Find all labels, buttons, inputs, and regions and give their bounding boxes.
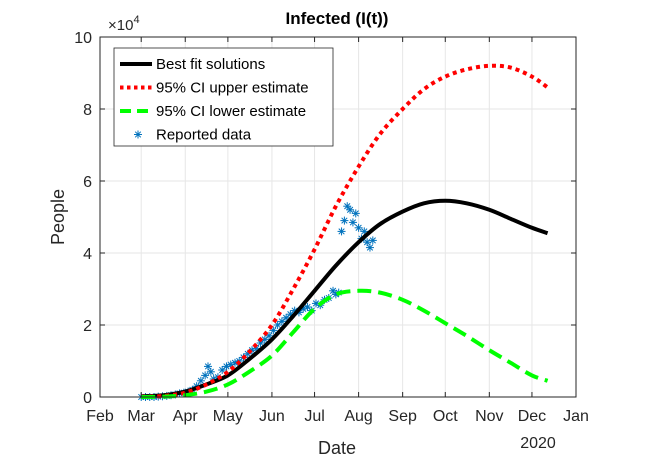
reported-data-series bbox=[137, 202, 377, 401]
y-tick-label: 10 bbox=[74, 30, 92, 47]
y-axis-label: People bbox=[48, 189, 68, 245]
y-tick-label: 8 bbox=[83, 102, 92, 119]
x-tick-label: Oct bbox=[433, 408, 458, 425]
x-tick-label: Dec bbox=[518, 408, 546, 425]
data-point bbox=[351, 209, 360, 218]
y-tick-label: 0 bbox=[83, 390, 92, 407]
x-tick-label: Mar bbox=[127, 408, 155, 425]
data-point bbox=[354, 223, 363, 232]
x-tick-label: Aug bbox=[344, 408, 372, 425]
legend-label: 95% CI upper estimate bbox=[156, 80, 309, 97]
ci-lower-line bbox=[141, 288, 549, 399]
data-point bbox=[343, 202, 352, 211]
data-point bbox=[340, 216, 349, 225]
axes-box bbox=[99, 36, 577, 398]
x-tick-label: May bbox=[213, 408, 243, 425]
legend-label: 95% CI lower estimate bbox=[156, 103, 306, 120]
x-tick-label: Sep bbox=[388, 408, 417, 425]
x-axis-label: Date bbox=[318, 438, 356, 458]
data-point bbox=[201, 371, 210, 380]
data-point bbox=[311, 299, 320, 308]
x-tick-label: Apr bbox=[173, 408, 199, 425]
x-tick-label: Jun bbox=[259, 408, 285, 425]
ticks: Feb Mar Apr May Jun Jul Aug Sep Oct Nov Dec Jan 0 2 4 6… bbox=[74, 30, 589, 425]
legend-marker-icon bbox=[134, 130, 142, 139]
data-point bbox=[346, 205, 355, 214]
x-tick-label: Jul bbox=[304, 408, 324, 425]
data-point bbox=[365, 243, 374, 252]
best-fit-line bbox=[141, 198, 549, 399]
data-point bbox=[337, 227, 346, 236]
legend: Best fit solutions 95% CI upper estimate 9… bbox=[113, 47, 334, 147]
data-point bbox=[196, 376, 205, 385]
legend-label: Best fit solutions bbox=[156, 56, 265, 73]
y-tick-label: 2 bbox=[83, 318, 92, 335]
x-tick-label: Nov bbox=[475, 408, 503, 425]
x-tick-label: Feb bbox=[86, 408, 114, 425]
data-point bbox=[218, 366, 227, 374]
ci-upper-line bbox=[141, 63, 549, 399]
chart-title: Infected (I(t)) bbox=[286, 9, 389, 28]
legend-label: Reported data bbox=[156, 127, 252, 144]
x-tick-label: Jan bbox=[563, 408, 589, 425]
x-year-label: 2020 bbox=[520, 435, 556, 452]
y-tick-label: 6 bbox=[83, 174, 92, 191]
data-point bbox=[348, 218, 357, 227]
data-point bbox=[206, 367, 215, 376]
data-point bbox=[368, 236, 377, 245]
y-exponent-label: ×104 bbox=[108, 14, 140, 34]
y-tick-label: 4 bbox=[83, 246, 92, 263]
